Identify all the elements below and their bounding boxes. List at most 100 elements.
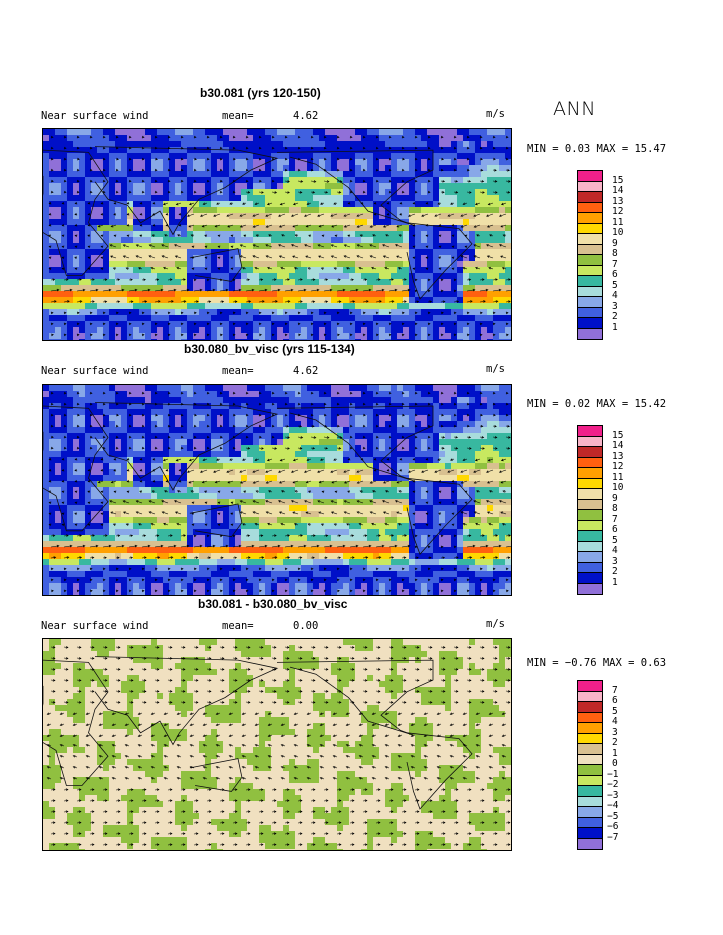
wind-vector [318,224,325,228]
wind-vector [115,333,119,337]
wind-vector [267,522,273,526]
colorbar-label: 0 [612,758,618,769]
wind-vector [323,168,327,172]
wind-vector [258,333,262,337]
wind-vector [427,168,431,172]
wind-vector [362,402,366,406]
wind-vector [76,146,80,150]
wind-vector [230,501,234,505]
wind-vector [206,832,212,835]
wind-vector [290,213,299,217]
wind-vector [473,255,481,259]
wind-vector [167,157,171,161]
panel-1-mean-label: mean= [222,110,254,122]
wind-vector [297,556,303,559]
wind-vector [450,202,455,205]
wind-vector [232,810,238,813]
wind-vector [254,522,260,526]
wind-vector [297,690,303,693]
colorbar-label: −1 [607,768,619,780]
wind-vector [215,744,221,747]
wind-vector [167,701,173,704]
wind-vector [245,843,251,846]
wind-vector [63,788,69,791]
wind-vector [297,534,304,537]
wind-vector [479,311,483,315]
wind-vector [505,799,511,802]
wind-vector [358,266,364,270]
wind-vector [245,668,251,671]
wind-vector [214,224,221,228]
wind-vector [369,224,377,228]
wind-vector [466,278,472,282]
wind-vector [113,234,117,238]
wind-vector [310,288,320,292]
wind-vector [425,523,429,527]
wind-vector [193,679,199,682]
wind-vector [242,267,247,270]
wind-vector [375,799,381,802]
wind-vector [219,190,223,194]
wind-vector [505,690,511,693]
wind-vector [453,311,457,315]
wind-field-svg [43,385,511,595]
wind-vector [297,578,301,582]
coastline [43,149,109,276]
wind-vector [278,511,286,515]
wind-vector [190,490,195,493]
wind-vector [245,788,251,791]
wind-vector [375,544,385,548]
wind-vector [318,480,325,484]
wind-vector [271,413,275,417]
wind-vector [479,278,485,281]
wind-vector [306,202,312,206]
wind-vector [388,402,392,406]
wind-vector [453,135,457,139]
wind-vector [63,810,69,813]
wind-vector [115,413,119,417]
wind-vector [180,168,184,172]
wind-vector [375,810,381,813]
wind-vector [199,469,208,473]
wind-vector [297,413,301,417]
wind-vector [371,744,377,747]
wind-vector [167,391,171,395]
wind-vector [323,333,327,337]
wind-vector [331,224,338,228]
colorbar-swatch [578,681,602,692]
wind-vector [206,544,216,548]
wind-vector [167,657,173,660]
wind-vector [154,567,158,571]
wind-vector [427,589,431,593]
coastline [43,405,109,532]
wind-vector [74,457,78,461]
wind-vector [401,668,407,671]
wind-vector [323,300,329,304]
colorbar-label: 1 [612,321,618,333]
wind-vector [193,278,197,282]
wind-vector [267,712,273,715]
wind-vector [206,157,210,161]
wind-vector [358,522,364,526]
wind-vector [63,446,67,450]
wind-vector [141,413,145,417]
wind-vector [141,391,145,395]
wind-vector [414,289,418,293]
wind-vector [204,490,208,494]
wind-vector [128,544,138,548]
wind-vector [232,567,236,571]
wind-vector [451,234,455,238]
colorbar-swatch [578,499,602,510]
wind-vector [239,500,247,504]
wind-vector [333,523,338,526]
wind-vector [414,668,420,671]
wind-vector [401,701,407,704]
wind-vector [343,213,351,217]
colorbar-label: 15 [612,429,624,441]
wind-vector [128,424,132,428]
wind-vector [76,589,80,593]
colorbar-swatch [578,817,602,828]
wind-vector [141,435,145,439]
wind-vector [502,490,507,493]
wind-vector [388,821,394,824]
